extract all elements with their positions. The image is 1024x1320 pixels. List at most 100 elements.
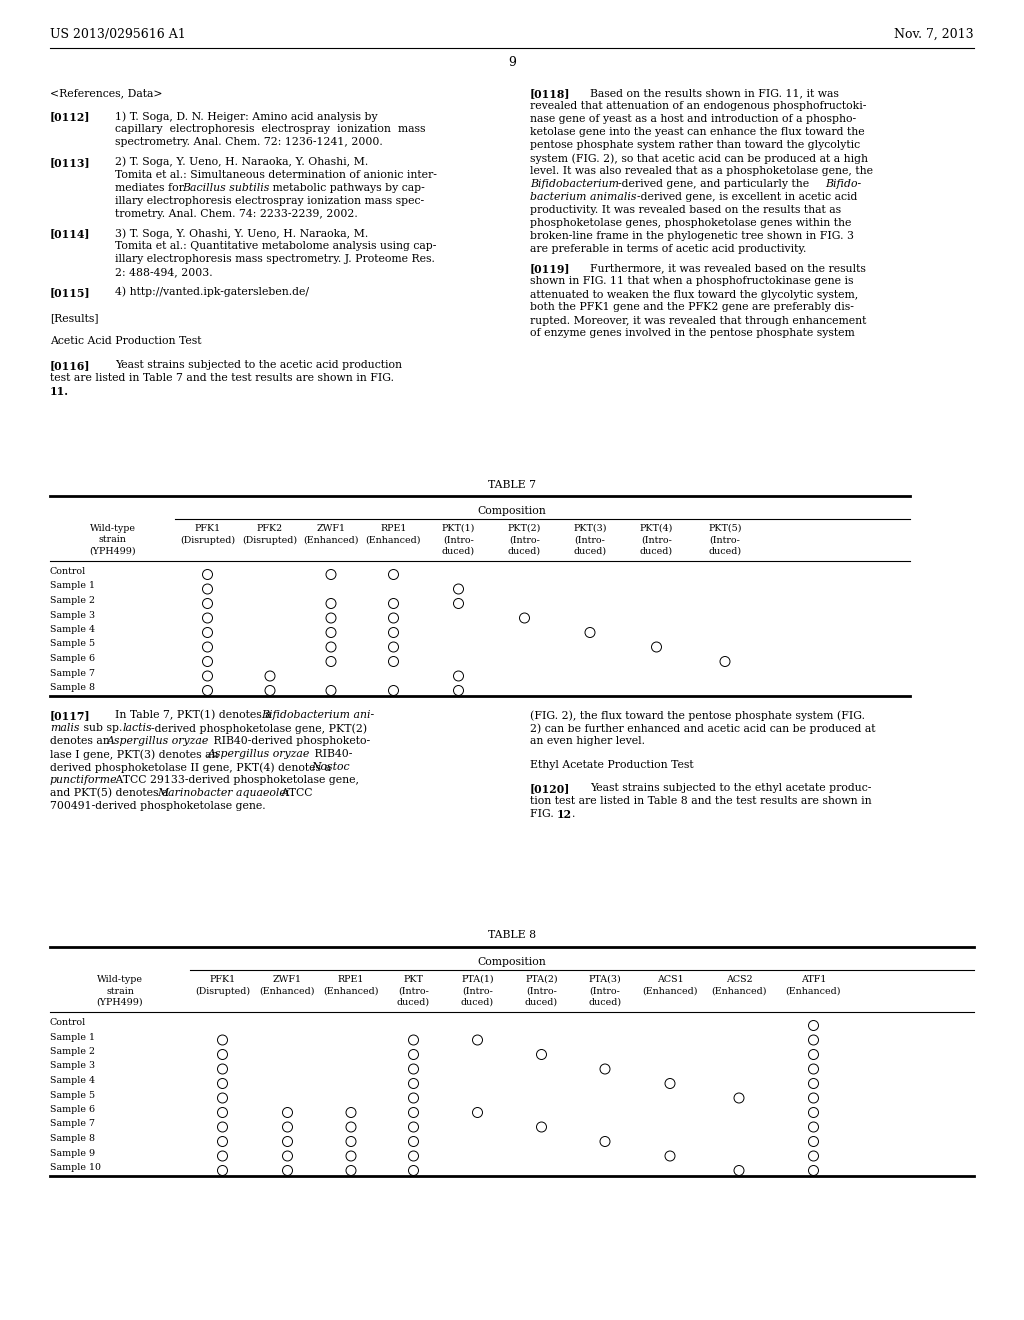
Text: PFK1: PFK1 [195, 524, 220, 533]
Text: Nov. 7, 2013: Nov. 7, 2013 [894, 28, 974, 41]
Text: PKT(1): PKT(1) [441, 524, 475, 533]
Text: US 2013/0295616 A1: US 2013/0295616 A1 [50, 28, 185, 41]
Text: ATF1: ATF1 [801, 975, 826, 983]
Text: PTA(1): PTA(1) [461, 975, 494, 983]
Text: Sample 4: Sample 4 [50, 1076, 95, 1085]
Text: Bifidobacterium ani-: Bifidobacterium ani- [261, 710, 374, 721]
Text: 1) T. Soga, D. N. Heiger: Amino acid analysis by: 1) T. Soga, D. N. Heiger: Amino acid ana… [115, 111, 378, 121]
Text: level. It was also revealed that as a phosphoketolase gene, the: level. It was also revealed that as a ph… [530, 166, 873, 176]
Text: revealed that attenuation of an endogenous phosphofructoki-: revealed that attenuation of an endogeno… [530, 102, 866, 111]
Text: (Intro-: (Intro- [462, 986, 493, 995]
Text: Sample 1: Sample 1 [50, 582, 95, 590]
Text: lactis: lactis [123, 723, 153, 733]
Text: In Table 7, PKT(1) denotes a: In Table 7, PKT(1) denotes a [115, 710, 275, 721]
Text: (YPH499): (YPH499) [96, 998, 143, 1007]
Text: Sample 2: Sample 2 [50, 597, 95, 605]
Text: (Intro-: (Intro- [398, 986, 429, 995]
Text: Acetic Acid Production Test: Acetic Acid Production Test [50, 337, 202, 346]
Text: of enzyme genes involved in the pentose phosphate system: of enzyme genes involved in the pentose … [530, 329, 855, 338]
Text: (Enhanced): (Enhanced) [366, 536, 421, 544]
Text: RIB40-: RIB40- [311, 750, 352, 759]
Text: Bifidobacterium: Bifidobacterium [530, 180, 618, 189]
Text: (Intro-: (Intro- [590, 986, 621, 995]
Text: ACS2: ACS2 [726, 975, 753, 983]
Text: Control: Control [50, 1018, 86, 1027]
Text: RIB40-derived phosphoketo-: RIB40-derived phosphoketo- [210, 737, 370, 746]
Text: trometry. Anal. Chem. 74: 2233-2239, 2002.: trometry. Anal. Chem. 74: 2233-2239, 200… [115, 209, 357, 219]
Text: sub sp.: sub sp. [80, 723, 126, 733]
Text: malis: malis [50, 723, 80, 733]
Text: ATCC 29133-derived phosphoketolase gene,: ATCC 29133-derived phosphoketolase gene, [112, 775, 359, 785]
Text: PKT(5): PKT(5) [709, 524, 741, 533]
Text: (Enhanced): (Enhanced) [260, 986, 315, 995]
Text: 9: 9 [508, 55, 516, 69]
Text: [0113]: [0113] [50, 157, 91, 168]
Text: tion test are listed in Table 8 and the test results are shown in: tion test are listed in Table 8 and the … [530, 796, 871, 807]
Text: FIG.: FIG. [530, 809, 557, 818]
Text: ATCC: ATCC [278, 788, 312, 799]
Text: (YPH499): (YPH499) [89, 546, 136, 556]
Text: strain: strain [98, 536, 126, 544]
Text: ACS1: ACS1 [656, 975, 683, 983]
Text: duced): duced) [397, 998, 430, 1007]
Text: duced): duced) [589, 998, 622, 1007]
Text: [0119]: [0119] [530, 264, 570, 275]
Text: 700491-derived phosphoketolase gene.: 700491-derived phosphoketolase gene. [50, 801, 265, 812]
Text: productivity. It was revealed based on the results that as: productivity. It was revealed based on t… [530, 205, 841, 215]
Text: Sample 6: Sample 6 [50, 1105, 95, 1114]
Text: Control: Control [50, 568, 86, 576]
Text: Sample 1: Sample 1 [50, 1032, 95, 1041]
Text: PFK2: PFK2 [257, 524, 283, 533]
Text: (Intro-: (Intro- [443, 536, 474, 544]
Text: attenuated to weaken the flux toward the glycolytic system,: attenuated to weaken the flux toward the… [530, 289, 858, 300]
Text: lase I gene, PKT(3) denotes an: lase I gene, PKT(3) denotes an [50, 750, 222, 760]
Text: (Intro-: (Intro- [710, 536, 740, 544]
Text: test are listed in Table 7 and the test results are shown in FIG.: test are listed in Table 7 and the test … [50, 372, 394, 383]
Text: (FIG. 2), the flux toward the pentose phosphate system (FIG.: (FIG. 2), the flux toward the pentose ph… [530, 710, 865, 721]
Text: PKT(4): PKT(4) [640, 524, 673, 533]
Text: and PKT(5) denotes a: and PKT(5) denotes a [50, 788, 172, 799]
Text: Sample 3: Sample 3 [50, 1061, 95, 1071]
Text: Sample 8: Sample 8 [50, 1134, 95, 1143]
Text: (Intro-: (Intro- [574, 536, 605, 544]
Text: duced): duced) [640, 546, 673, 556]
Text: [0112]: [0112] [50, 111, 90, 123]
Text: Tomita et al.: Simultaneous determination of anionic inter-: Tomita et al.: Simultaneous determinatio… [115, 170, 437, 180]
Text: (Disrupted): (Disrupted) [195, 986, 250, 995]
Text: PFK1: PFK1 [210, 975, 236, 983]
Text: Sample 2: Sample 2 [50, 1047, 95, 1056]
Text: pentose phosphate system rather than toward the glycolytic: pentose phosphate system rather than tow… [530, 140, 860, 150]
Text: Tomita et al.: Quantitative metabolome analysis using cap-: Tomita et al.: Quantitative metabolome a… [115, 242, 436, 251]
Text: -derived phosphoketolase gene, PKT(2): -derived phosphoketolase gene, PKT(2) [151, 723, 368, 734]
Text: TABLE 7: TABLE 7 [488, 480, 536, 490]
Text: metabolic pathways by cap-: metabolic pathways by cap- [269, 183, 425, 193]
Text: Aspergillus oryzae: Aspergillus oryzae [208, 750, 310, 759]
Text: are preferable in terms of acetic acid productivity.: are preferable in terms of acetic acid p… [530, 244, 806, 253]
Text: illary electrophoresis electrospray ionization mass spec-: illary electrophoresis electrospray ioni… [115, 195, 424, 206]
Text: .: . [572, 809, 575, 818]
Text: Furthermore, it was revealed based on the results: Furthermore, it was revealed based on th… [590, 264, 866, 273]
Text: TABLE 8: TABLE 8 [488, 931, 536, 940]
Text: Wild-type: Wild-type [97, 975, 143, 983]
Text: ZWF1: ZWF1 [273, 975, 302, 983]
Text: Sample 10: Sample 10 [50, 1163, 101, 1172]
Text: [0117]: [0117] [50, 710, 91, 721]
Text: 3) T. Soga, Y. Ohashi, Y. Ueno, H. Naraoka, M.: 3) T. Soga, Y. Ohashi, Y. Ueno, H. Narao… [115, 228, 369, 239]
Text: PKT(2): PKT(2) [508, 524, 542, 533]
Text: Bifido-: Bifido- [825, 180, 861, 189]
Text: Wild-type: Wild-type [89, 524, 135, 533]
Text: ketolase gene into the yeast can enhance the flux toward the: ketolase gene into the yeast can enhance… [530, 127, 864, 137]
Text: capillary  electrophoresis  electrospray  ionization  mass: capillary electrophoresis electrospray i… [115, 124, 426, 135]
Text: 2) T. Soga, Y. Ueno, H. Naraoka, Y. Ohashi, M.: 2) T. Soga, Y. Ueno, H. Naraoka, Y. Ohas… [115, 157, 369, 168]
Text: <References, Data>: <References, Data> [50, 88, 163, 98]
Text: rupted. Moreover, it was revealed that through enhancement: rupted. Moreover, it was revealed that t… [530, 315, 866, 326]
Text: 2: 488-494, 2003.: 2: 488-494, 2003. [115, 268, 213, 277]
Text: Yeast strains subjected to the ethyl acetate produc-: Yeast strains subjected to the ethyl ace… [590, 783, 871, 793]
Text: (Intro-: (Intro- [509, 536, 540, 544]
Text: [0118]: [0118] [530, 88, 570, 99]
Text: 11.: 11. [50, 385, 69, 397]
Text: illary electrophoresis mass spectrometry. J. Proteome Res.: illary electrophoresis mass spectrometry… [115, 255, 435, 264]
Text: Based on the results shown in FIG. 11, it was: Based on the results shown in FIG. 11, i… [590, 88, 839, 98]
Text: Sample 4: Sample 4 [50, 624, 95, 634]
Text: denotes an: denotes an [50, 737, 114, 746]
